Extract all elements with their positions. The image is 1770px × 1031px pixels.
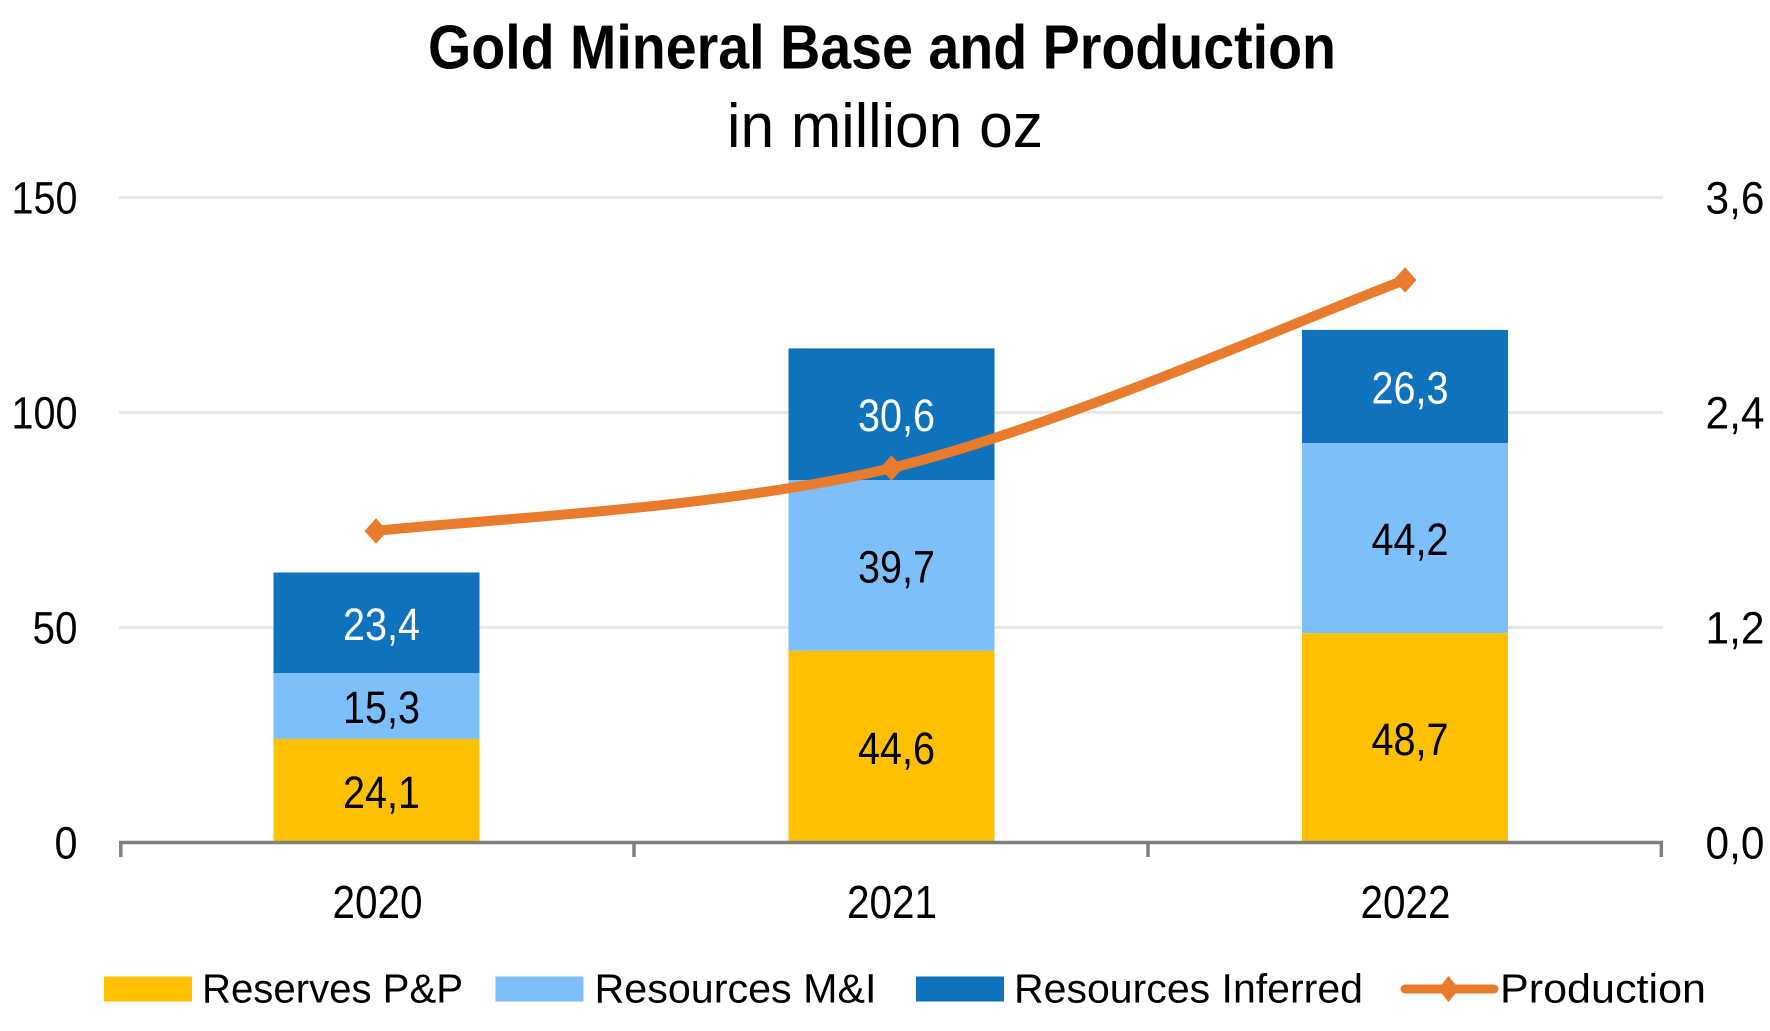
svg-text:Resources M&I: Resources M&I [595,966,877,1012]
svg-text:2,4: 2,4 [1706,388,1765,439]
svg-text:26,3: 26,3 [1372,363,1449,414]
svg-text:2020: 2020 [333,876,423,928]
svg-text:30,6: 30,6 [858,390,935,441]
svg-text:50: 50 [33,603,78,654]
svg-text:Resources Inferred: Resources Inferred [1014,966,1363,1012]
svg-text:15,3: 15,3 [343,682,420,733]
svg-text:23,4: 23,4 [343,599,420,650]
svg-text:39,7: 39,7 [858,542,935,593]
svg-text:2022: 2022 [1361,876,1451,928]
svg-text:44,2: 44,2 [1372,514,1449,565]
svg-text:150: 150 [12,173,78,224]
svg-text:3,6: 3,6 [1706,173,1765,224]
svg-text:0: 0 [55,818,78,869]
svg-text:0,0: 0,0 [1706,818,1765,869]
svg-text:48,7: 48,7 [1372,714,1449,765]
svg-text:44,6: 44,6 [858,723,935,774]
svg-text:Production: Production [1500,966,1706,1012]
svg-text:24,1: 24,1 [343,767,420,818]
svg-text:Gold Mineral Base and Producti: Gold Mineral Base and Production [428,14,1336,83]
svg-text:in million oz: in million oz [727,92,1043,161]
svg-text:2021: 2021 [847,876,937,928]
svg-text:1,2: 1,2 [1706,603,1765,654]
svg-text:Reserves P&P: Reserves P&P [202,966,463,1012]
svg-text:100: 100 [12,388,78,439]
